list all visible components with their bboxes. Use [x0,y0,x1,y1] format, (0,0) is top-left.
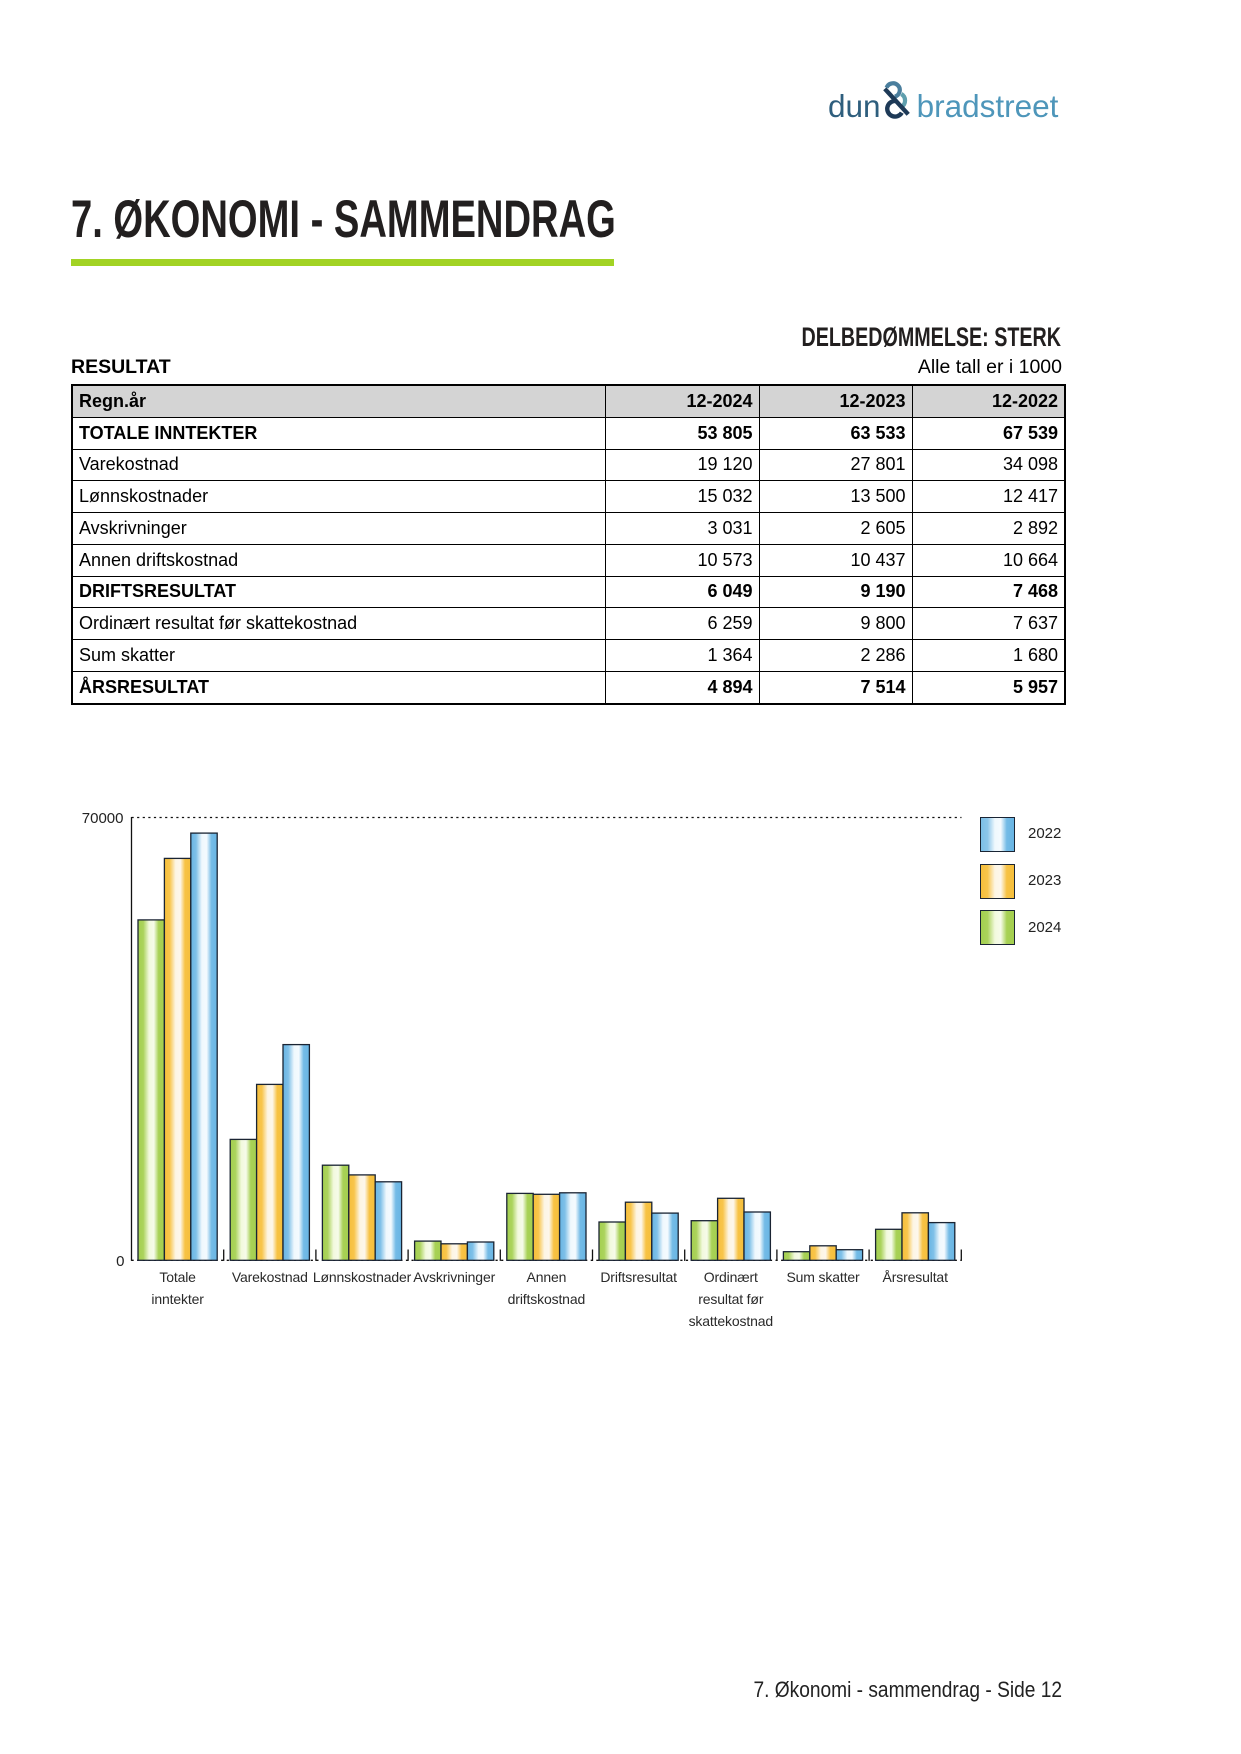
svg-text:70000: 70000 [82,810,124,827]
svg-text:0: 0 [116,1253,124,1270]
